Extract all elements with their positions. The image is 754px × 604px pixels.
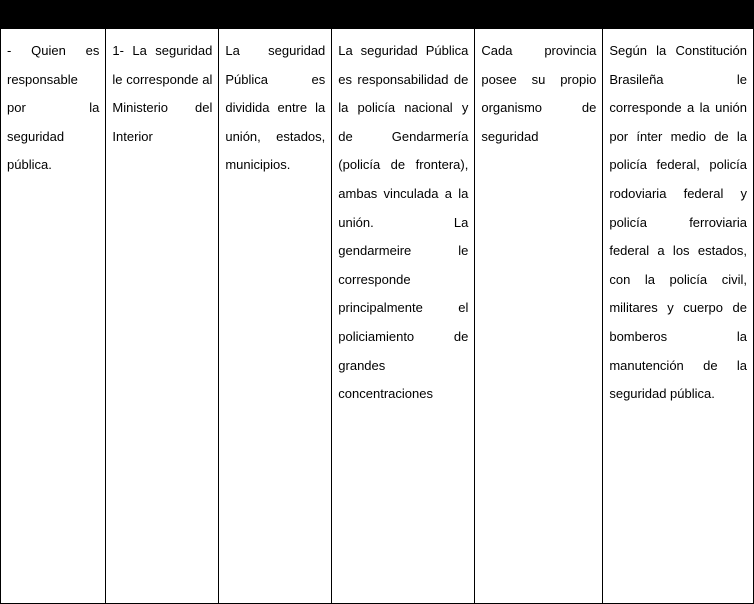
- cell-answer-1: 1- La seguridad le corresponde al Minist…: [106, 29, 219, 604]
- table-body: - Quien es responsable por la seguridad …: [1, 29, 754, 604]
- cell-answer-5: Según la Constitución Brasileña le corre…: [603, 29, 754, 604]
- header-cell-5: [603, 1, 754, 29]
- header-cell-1: [106, 1, 219, 29]
- header-cell-4: [475, 1, 603, 29]
- comparison-table: - Quien es responsable por la seguridad …: [0, 0, 754, 604]
- table: - Quien es responsable por la seguridad …: [0, 0, 754, 604]
- cell-question: - Quien es responsable por la seguridad …: [1, 29, 106, 604]
- cell-answer-3: La seguridad Pública es responsabilidad …: [332, 29, 475, 604]
- header-cell-0: [1, 1, 106, 29]
- cell-answer-2: La seguridad Pública es dividida entre l…: [219, 29, 332, 604]
- table-row: - Quien es responsable por la seguridad …: [1, 29, 754, 604]
- header-cell-3: [332, 1, 475, 29]
- header-row: [1, 1, 754, 29]
- cell-answer-4: Cada provincia posee su propio organismo…: [475, 29, 603, 604]
- table-header: [1, 1, 754, 29]
- header-cell-2: [219, 1, 332, 29]
